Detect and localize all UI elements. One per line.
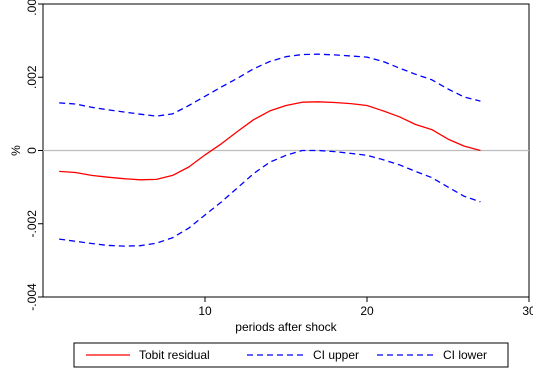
x-tick-label: 20 <box>360 304 374 318</box>
series-line-ci-lower <box>59 149 481 247</box>
legend-box <box>73 342 509 368</box>
y-tick-label: -.004 <box>25 283 39 311</box>
y-tick-label: .004 <box>25 0 39 16</box>
legend-label: Tobit residual <box>139 348 210 362</box>
legend: Tobit residual CI upper CI lower <box>73 342 509 368</box>
y-tick-label: -.002 <box>25 210 39 238</box>
x-tick-label: 10 <box>198 304 212 318</box>
x-axis-label: periods after shock <box>235 320 337 334</box>
y-axis-label-group: % <box>9 145 23 156</box>
series-line-tobit-residual <box>59 101 481 181</box>
series-line-ci-upper <box>59 53 481 117</box>
y-axis-label: % <box>9 145 23 156</box>
y-tick-label: 0 <box>25 147 39 154</box>
y-tick-label: .002 <box>25 65 39 89</box>
legend-label: CI upper <box>313 348 359 362</box>
series-lines <box>59 53 481 247</box>
legend-label: CI lower <box>443 348 487 362</box>
x-tick-label: 30 <box>522 304 533 318</box>
plot-axes: -.004 -.002 0 .002 .004 10 20 30 <box>25 0 533 318</box>
